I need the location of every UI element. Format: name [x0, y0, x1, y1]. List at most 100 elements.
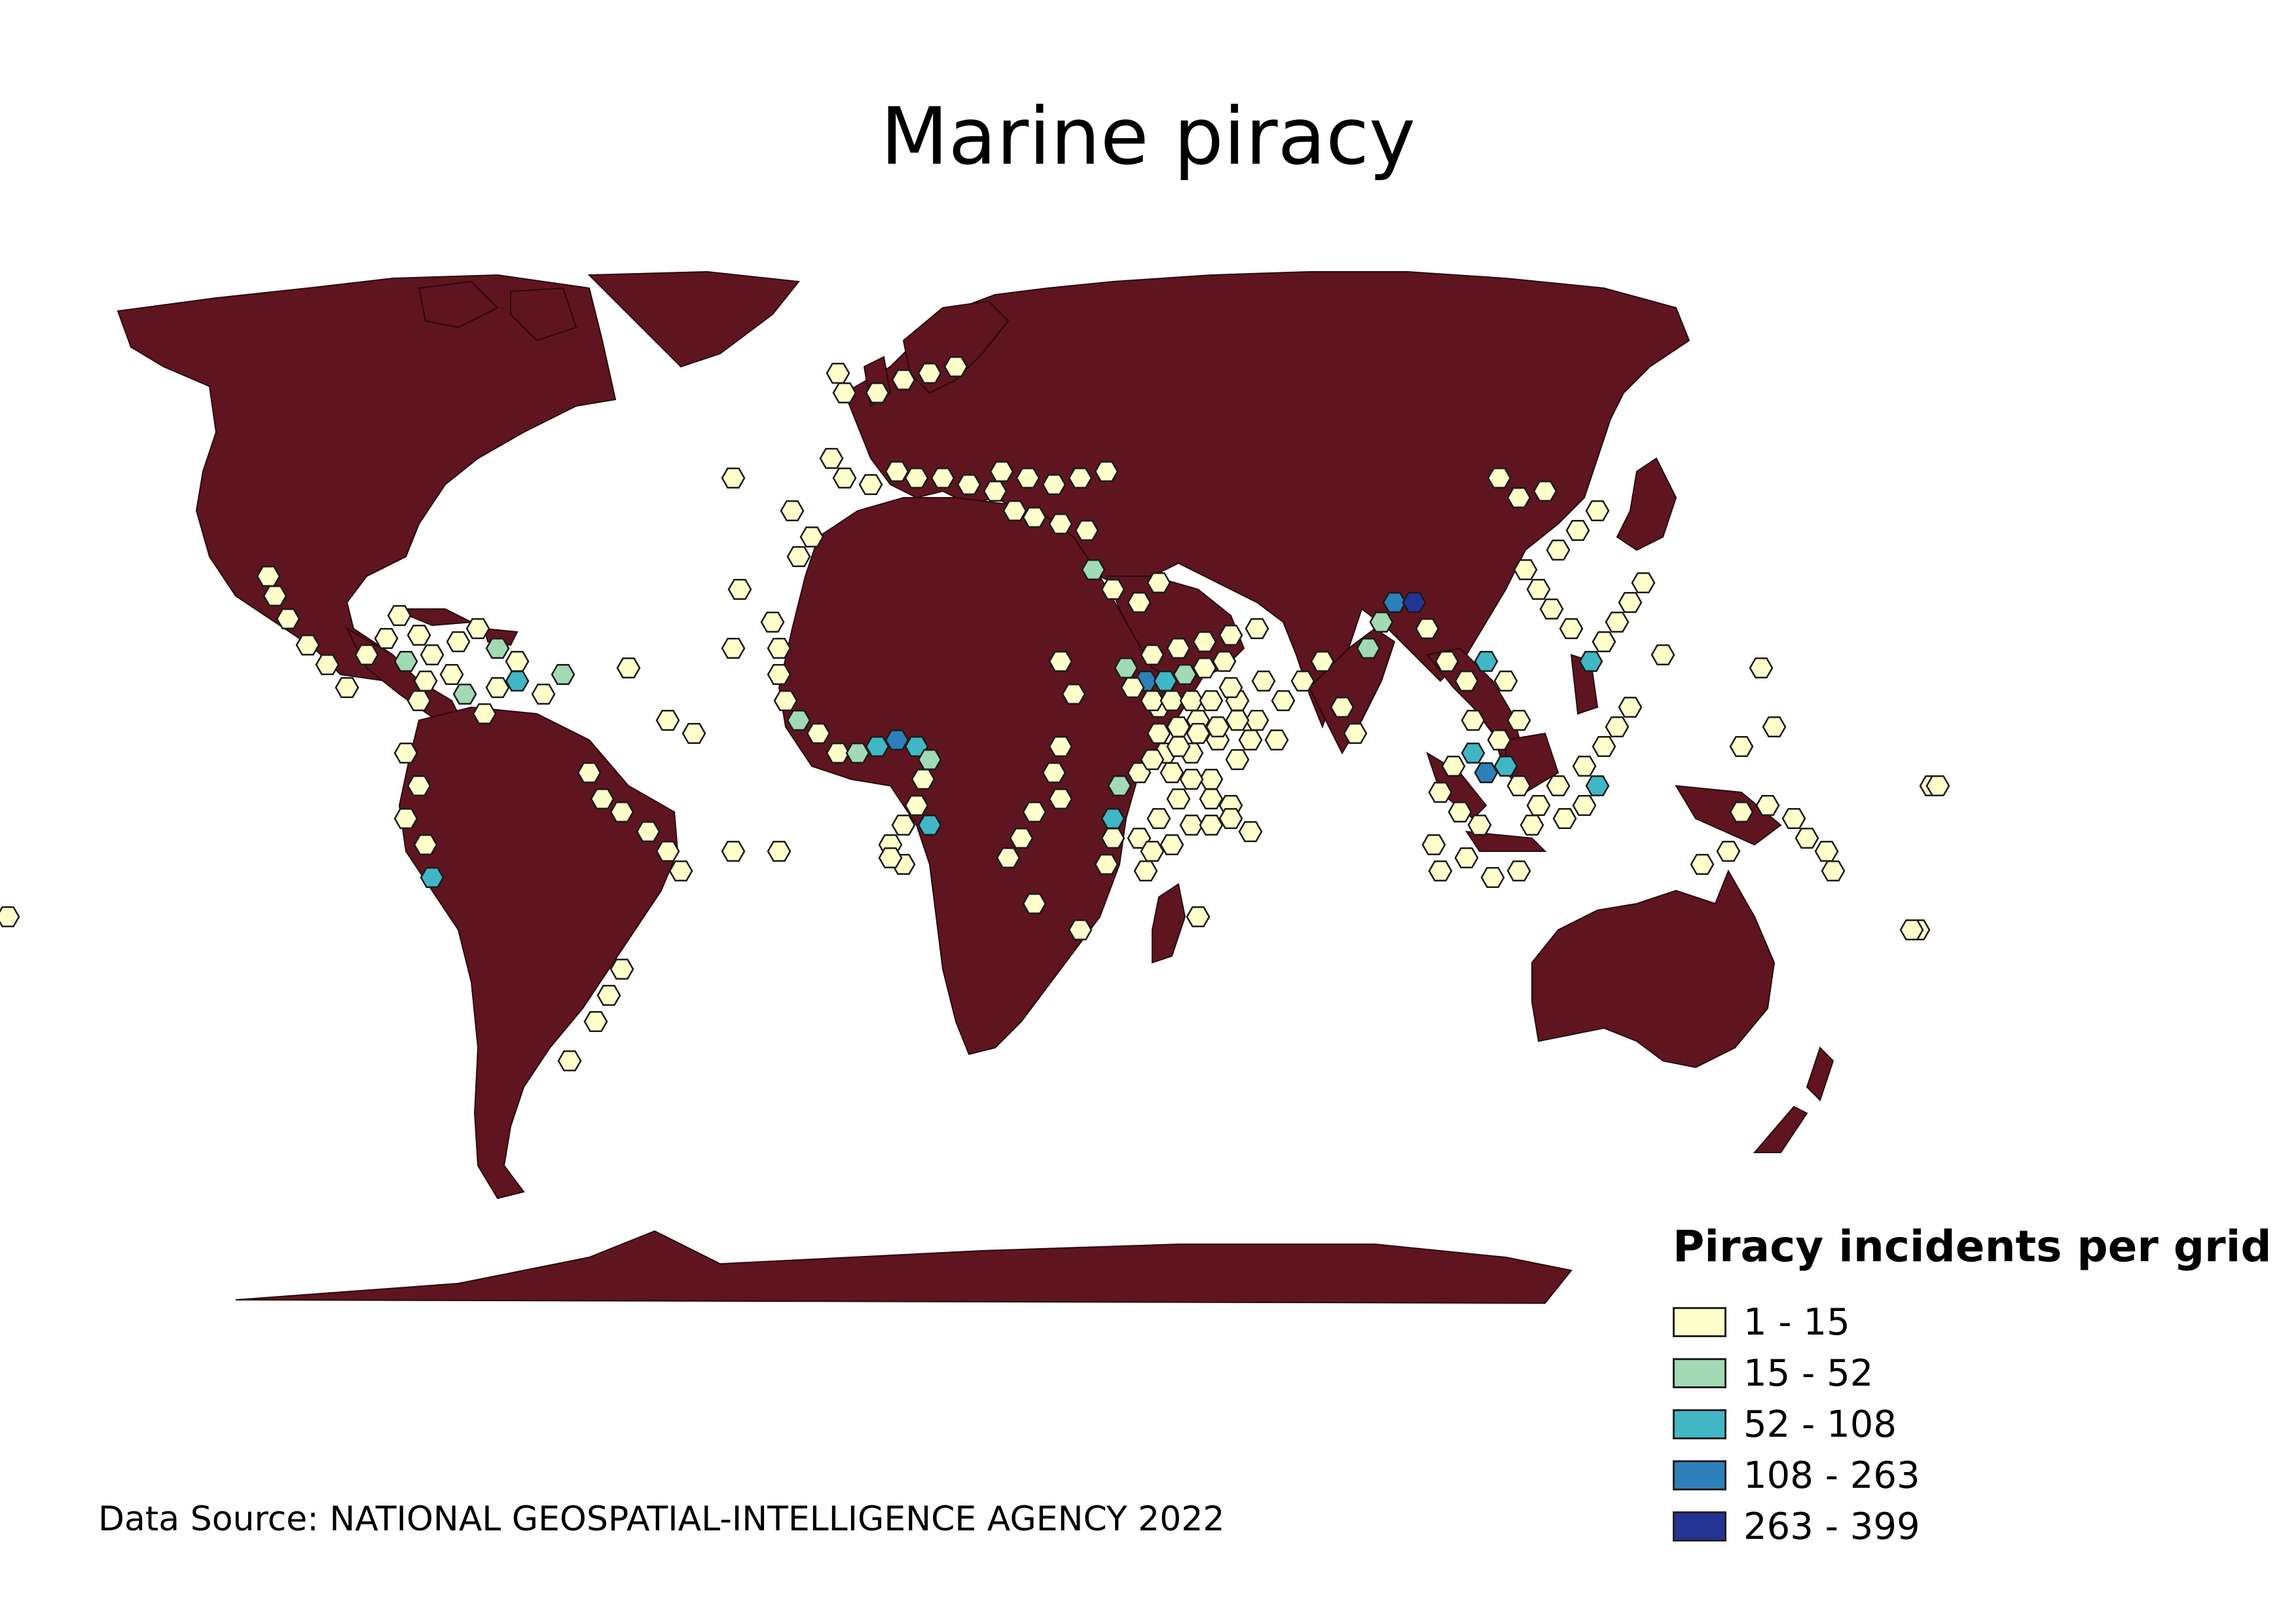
- piracy-hex-cell: [1585, 500, 1610, 521]
- piracy-hex-cell: [799, 526, 824, 547]
- piracy-hex-cell: [904, 468, 929, 489]
- legend-swatch: [1673, 1358, 1726, 1388]
- piracy-hex-cell: [1415, 618, 1440, 639]
- piracy-hex-cell: [1068, 468, 1093, 489]
- piracy-hex-cell: [1192, 657, 1217, 678]
- piracy-hex-cell: [943, 356, 968, 377]
- piracy-hex-cell: [1212, 651, 1237, 672]
- piracy-hex-cell: [557, 1050, 582, 1071]
- piracy-hex-cell: [1218, 677, 1243, 698]
- piracy-hex-cell: [1552, 808, 1577, 829]
- piracy-hex-cell: [1225, 749, 1250, 770]
- piracy-hex-cell: [1428, 782, 1453, 803]
- piracy-hex-cell: [407, 690, 431, 711]
- piracy-hex-cell: [1461, 710, 1485, 731]
- piracy-hex-cell: [374, 628, 399, 649]
- piracy-hex-cell: [1101, 828, 1125, 849]
- piracy-hex-cell: [1022, 893, 1047, 914]
- piracy-hex-cell: [276, 608, 301, 629]
- piracy-hex-cell: [1127, 592, 1152, 613]
- piracy-hex-cell: [1526, 795, 1551, 816]
- piracy-hex-cell: [1179, 690, 1204, 711]
- piracy-hex-cell: [773, 690, 798, 711]
- piracy-hex-cell: [1245, 618, 1269, 639]
- piracy-hex-cell: [413, 671, 438, 692]
- piracy-hex-cell: [485, 677, 510, 698]
- piracy-hex-cell: [826, 363, 850, 384]
- piracy-hex-cell: [1795, 828, 1819, 849]
- piracy-hex-cell: [1094, 854, 1119, 875]
- map-title: Marine piracy: [880, 92, 1416, 183]
- piracy-hex-cell: [1578, 651, 1603, 672]
- piracy-hex-cell: [1487, 729, 1512, 750]
- piracy-hex-cell: [721, 468, 746, 489]
- piracy-hex-cell: [1238, 729, 1263, 750]
- piracy-hex-cell: [917, 749, 942, 770]
- piracy-hex-cell: [884, 461, 909, 482]
- piracy-hex-cell: [1218, 625, 1243, 646]
- piracy-hex-cell: [1042, 762, 1066, 783]
- piracy-hex-cell: [826, 743, 850, 764]
- piracy-hex-cell: [1225, 710, 1250, 731]
- piracy-hex-cell: [780, 500, 805, 521]
- legend-items: 1 - 15 15 - 52 52 - 108 108 - 263 263 - 399: [1673, 1297, 2272, 1552]
- piracy-hex-cell: [668, 860, 693, 881]
- piracy-hex-cell: [1140, 644, 1165, 665]
- piracy-hex-cell: [1592, 736, 1616, 757]
- piracy-hex-cell: [1146, 572, 1171, 593]
- legend: Piracy incidents per grid 1 - 15 15 - 52 5…: [1673, 1221, 2272, 1552]
- south-america: [398, 706, 679, 1200]
- piracy-hex-cell: [1526, 579, 1551, 600]
- piracy-hex-cell: [0, 906, 20, 927]
- piracy-hex-cell: [786, 710, 811, 731]
- piracy-hex-cell: [760, 612, 785, 633]
- piracy-hex-cell: [1015, 468, 1040, 489]
- legend-swatch: [1673, 1409, 1726, 1439]
- piracy-hex-cell: [1467, 815, 1492, 836]
- piracy-hex-cell: [1559, 618, 1584, 639]
- piracy-hex-cell: [1441, 756, 1466, 777]
- piracy-hex-cell: [878, 847, 903, 868]
- piracy-hex-cell: [1251, 671, 1276, 692]
- piracy-hex-cell: [1506, 487, 1531, 508]
- piracy-hex-cell: [1729, 802, 1754, 822]
- piracy-hex-cell: [256, 566, 281, 587]
- piracy-hex-cell: [1146, 723, 1171, 744]
- piracy-hex-cell: [1179, 815, 1204, 836]
- piracy-hex-cell: [1474, 651, 1499, 672]
- piracy-hex-cell: [1140, 690, 1165, 711]
- piracy-hex-cell: [596, 985, 621, 1006]
- piracy-hex-grid: [0, 356, 1950, 1071]
- piracy-hex-cell: [590, 788, 615, 809]
- greenland: [587, 270, 800, 368]
- legend-item: 52 - 108: [1673, 1399, 2272, 1450]
- piracy-hex-cell: [721, 638, 746, 659]
- piracy-hex-cell: [1618, 592, 1643, 613]
- piracy-hex-cell: [1166, 736, 1191, 757]
- piracy-hex-cell: [1192, 631, 1217, 652]
- piracy-hex-cell: [957, 474, 981, 495]
- piracy-hex-cell: [1572, 795, 1597, 816]
- piracy-hex-cell: [1899, 919, 1924, 940]
- piracy-hex-cell: [1114, 657, 1139, 678]
- piracy-hex-cell: [917, 815, 942, 836]
- piracy-hex-cell: [1448, 802, 1472, 822]
- piracy-hex-cell: [904, 795, 929, 816]
- piracy-hex-cell: [1133, 860, 1158, 881]
- piracy-hex-cell: [865, 736, 890, 757]
- piracy-hex-cell: [1271, 690, 1296, 711]
- antarctica: [235, 1230, 1573, 1304]
- data-source-note: Data Source: NATIONAL GEOSPATIAL-INTELLI…: [98, 1500, 1225, 1539]
- piracy-hex-cell: [1173, 664, 1197, 685]
- piracy-hex-cell: [1729, 736, 1754, 757]
- piracy-hex-cell: [1480, 867, 1505, 888]
- piracy-hex-cell: [767, 841, 792, 862]
- piracy-hex-cell: [1205, 716, 1230, 737]
- piracy-hex-cell: [1506, 710, 1531, 731]
- piracy-hex-cell: [1107, 775, 1132, 796]
- piracy-hex-cell: [917, 363, 942, 384]
- piracy-hex-cell: [832, 382, 857, 403]
- piracy-hex-cell: [335, 677, 359, 698]
- piracy-hex-cell: [1690, 854, 1715, 875]
